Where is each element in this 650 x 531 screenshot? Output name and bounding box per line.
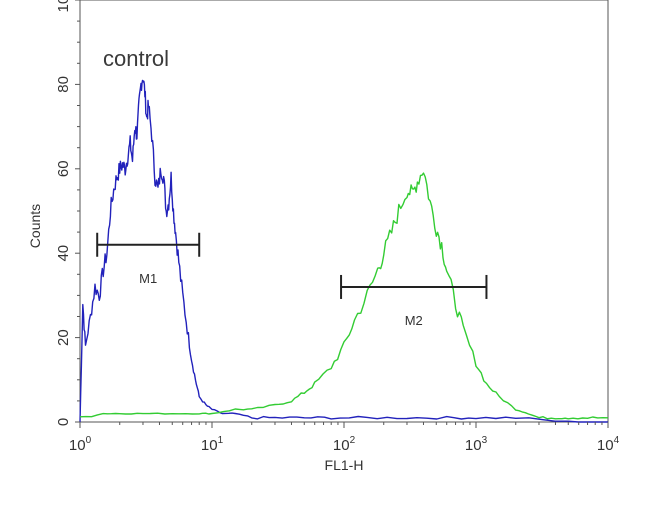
y-tick-label: 100 — [55, 0, 72, 13]
x-tick-base: 10 — [333, 437, 350, 454]
x-tick-base: 10 — [201, 437, 218, 454]
control-annotation: control — [103, 46, 169, 71]
x-tick-exponent: 3 — [482, 435, 488, 446]
y-tick-label: 20 — [55, 329, 72, 346]
y-tick-label: 60 — [55, 160, 72, 177]
x-tick-exponent: 2 — [350, 435, 356, 446]
series-layer — [79, 79, 609, 423]
x-tick-exponent: 4 — [614, 435, 620, 446]
gate-layer: M1 M2 — [96, 232, 488, 328]
x-tick-label: 100 — [69, 435, 92, 454]
x-tick-base: 10 — [465, 437, 482, 454]
x-tick-exponent: 0 — [86, 435, 92, 446]
gate-label: M2 — [405, 313, 423, 328]
x-tick-label: 103 — [465, 435, 488, 454]
y-tick-label: 0 — [55, 418, 72, 426]
x-tick-label: 101 — [201, 435, 224, 454]
x-tick-base: 10 — [69, 437, 86, 454]
x-axis-title: FL1-H — [325, 457, 364, 473]
y-axis-title: Counts — [27, 204, 43, 248]
x-tick-base: 10 — [597, 437, 614, 454]
x-tick-label: 102 — [333, 435, 356, 454]
series-line-1 — [79, 79, 608, 423]
x-tick-exponent: 1 — [218, 435, 224, 446]
y-tick-label: 80 — [55, 76, 72, 93]
x-tick-label: 104 — [597, 435, 620, 454]
series-line-2 — [79, 172, 609, 420]
y-tick-label: 40 — [55, 245, 72, 262]
gate-label: M1 — [139, 271, 157, 286]
